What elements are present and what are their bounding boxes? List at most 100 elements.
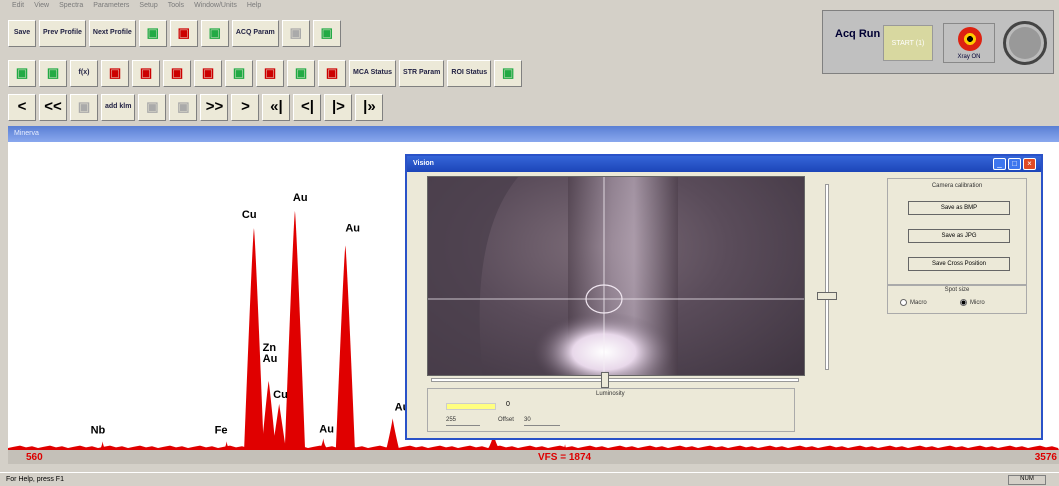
t10-button[interactable]: ▣	[287, 59, 315, 87]
horizontal-slider-track[interactable]	[431, 378, 799, 382]
xray-label: Xray ON	[957, 54, 981, 60]
close-icon[interactable]: ×	[1023, 158, 1036, 170]
maximize-icon[interactable]: □	[1008, 158, 1021, 170]
cursor-c-button[interactable]: |>	[324, 93, 353, 121]
kl-left-button[interactable]: ▣	[70, 93, 98, 121]
t4-button[interactable]: ▣	[101, 59, 129, 87]
menu-tools[interactable]: Tools	[167, 2, 185, 9]
t6-button[interactable]: ▣	[163, 59, 191, 87]
vision-titlebar[interactable]: Vision _ □ ×	[407, 156, 1041, 172]
luminosity-label: Luminosity	[596, 391, 625, 397]
spectrum-peak	[261, 380, 276, 450]
str-param-button[interactable]: STR Param	[399, 59, 445, 87]
t1-icon: ▣	[15, 65, 29, 80]
menu-parameters[interactable]: Parameters	[93, 2, 130, 9]
t2-button[interactable]: ▣	[39, 59, 67, 87]
acq-param-button[interactable]: ACQ Param	[231, 19, 279, 47]
menu-spectra[interactable]: Spectra	[59, 2, 84, 9]
axis-max-label: 3576	[1034, 452, 1057, 463]
t7-button[interactable]: ▣	[194, 59, 222, 87]
save-as-bmp-button[interactable]: Save as BMP	[908, 201, 1010, 215]
vertical-slider-track[interactable]	[825, 184, 829, 370]
print-button[interactable]: ▣	[494, 59, 523, 87]
spectrum-peak	[272, 403, 286, 450]
acq-run-label: Acq Run	[835, 28, 881, 40]
camera-image	[428, 177, 804, 375]
menu-view[interactable]: View	[34, 2, 50, 9]
t5-button[interactable]: ▣	[132, 59, 160, 87]
spectrum-peak	[335, 245, 355, 450]
fast-left-button[interactable]: <<	[39, 93, 67, 121]
macro-radio[interactable]: Macro	[900, 299, 927, 306]
kl-mid-icon: ▣	[146, 99, 159, 114]
step-left-button[interactable]: <	[8, 93, 36, 121]
camera-view[interactable]	[427, 176, 805, 376]
acquisition-panel: Acq Run START (1) Xray ON	[822, 10, 1054, 74]
micro-radio[interactable]: Micro	[960, 299, 985, 306]
next-profile-button[interactable]: Next Profile	[88, 19, 136, 47]
macro-label: Macro	[910, 299, 927, 306]
luminosity-value: 0	[506, 401, 510, 408]
xray-on-button[interactable]: Xray ON	[943, 23, 995, 63]
num-lock-indicator: NUM	[1008, 475, 1046, 485]
menu-setup[interactable]: Setup	[139, 2, 158, 9]
cursor-d-button[interactable]: |»	[355, 93, 384, 121]
cursor-b-button[interactable]: <|	[293, 93, 322, 121]
tool-c-button[interactable]: ▣	[281, 19, 310, 47]
roi-status-button[interactable]: ROI Status	[447, 59, 492, 87]
save-cross-position-button[interactable]: Save Cross Position	[908, 257, 1010, 271]
spectrum-peak	[220, 441, 233, 451]
offset-field[interactable]: 30	[524, 417, 560, 426]
horizontal-slider-thumb[interactable]	[601, 372, 609, 388]
t4-icon: ▣	[108, 65, 122, 80]
spectrum-peak	[96, 441, 109, 451]
toolbar-acquisition: Save Prev Profile Next Profile ▣ ▣ ▣ ACQ Param…	[8, 18, 341, 48]
fast-right-button[interactable]: >>	[200, 93, 229, 121]
start-button[interactable]: START (1)	[883, 25, 933, 61]
menu-window-units[interactable]: Window/Units	[194, 2, 237, 9]
menu-help[interactable]: Help	[246, 2, 262, 9]
tool-d-button[interactable]: ▣	[312, 19, 341, 47]
kl-right-icon: ▣	[177, 99, 190, 114]
add-klm-button[interactable]: add klm	[101, 93, 136, 121]
luminosity-bar[interactable]	[446, 403, 496, 410]
toolbar-analysis: ▣ ▣ f(x) ▣ ▣ ▣ ▣ ▣ ▣ ▣ ▣ MCA Status STR Param ROI Sta…	[8, 58, 523, 88]
tool-a-button[interactable]: ▣	[138, 19, 167, 47]
fx-button[interactable]: f(x)	[70, 59, 98, 87]
t9-icon: ▣	[263, 65, 277, 80]
acquire-button[interactable]: ▣	[200, 19, 229, 47]
t8-icon: ▣	[232, 65, 246, 80]
tool-b-button[interactable]: ▣	[169, 19, 198, 47]
t11-button[interactable]: ▣	[318, 59, 346, 87]
tool-a-icon: ▣	[146, 25, 159, 40]
minimize-icon[interactable]: _	[993, 158, 1006, 170]
step-right-button[interactable]: >	[231, 93, 260, 121]
save-button[interactable]: Save	[8, 19, 36, 47]
vertical-slider-thumb[interactable]	[817, 292, 837, 300]
save-as-jpg-button[interactable]: Save as JPG	[908, 229, 1010, 243]
t9-button[interactable]: ▣	[256, 59, 284, 87]
mca-status-button[interactable]: MCA Status	[349, 59, 397, 87]
menu-edit[interactable]: Edit	[12, 2, 25, 9]
micro-radio-dot[interactable]	[960, 299, 967, 306]
offset-label: Offset	[498, 417, 514, 423]
peak-label: Fe	[215, 424, 228, 436]
spectrum-peak	[386, 418, 400, 450]
tool-c-icon: ▣	[289, 25, 302, 40]
t5-icon: ▣	[139, 65, 153, 80]
kl-right-button[interactable]: ▣	[169, 93, 198, 121]
t8-button[interactable]: ▣	[225, 59, 253, 87]
toolbar-navigation: < << ▣ add klm ▣ ▣ >> > «| <| |> |»	[8, 92, 384, 122]
kl-mid-button[interactable]: ▣	[138, 93, 167, 121]
camera-calibration-title: Camera calibration	[931, 183, 983, 189]
cursor-a-button[interactable]: «|	[262, 93, 291, 121]
macro-radio-dot[interactable]	[900, 299, 907, 306]
t1-button[interactable]: ▣	[8, 59, 36, 87]
prev-profile-button[interactable]: Prev Profile	[39, 19, 86, 47]
menu-bar: Edit View Spectra Parameters Setup Tools Windo…	[0, 0, 820, 14]
t7-icon: ▣	[201, 65, 215, 80]
camera-calibration-group: Camera calibration Save as BMP Save as J…	[887, 178, 1027, 286]
luminosity-field[interactable]: 255	[446, 417, 480, 426]
spectrum-peak	[558, 444, 572, 452]
